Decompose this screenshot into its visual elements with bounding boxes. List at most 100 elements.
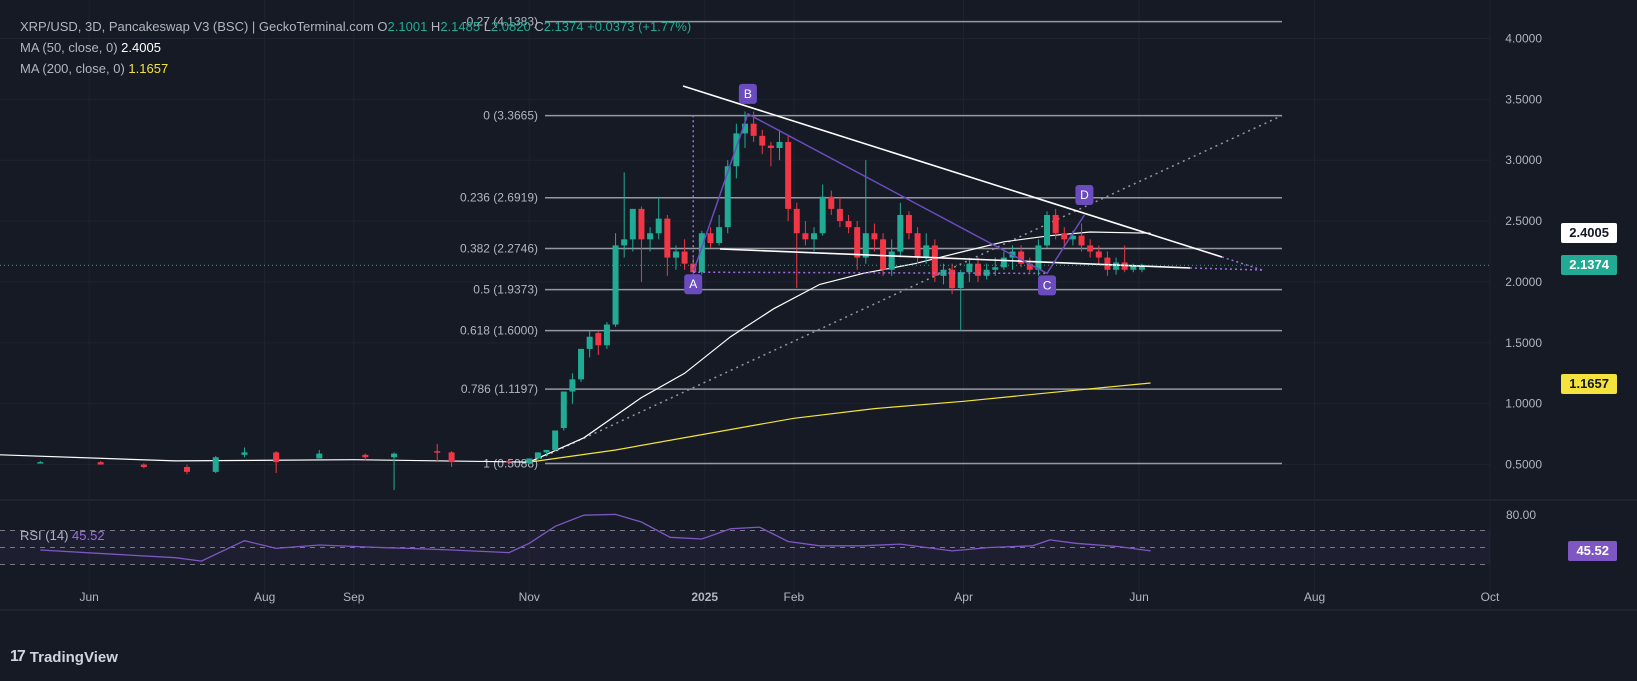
candle-body <box>448 452 455 463</box>
moving-averages <box>0 231 1151 463</box>
candle-body <box>362 454 369 458</box>
candle-body <box>672 251 679 258</box>
candle-body <box>707 233 714 243</box>
fib-retracement: 1 (0.5088) 0.786 (1.1197) 0.618 (1.6000) 0.… <box>460 15 1283 470</box>
last-price-badge: 2.1374 <box>1561 255 1617 276</box>
candle-body <box>1000 257 1007 268</box>
fib-level-label: 0.382 (2.2746) <box>460 242 538 256</box>
candle-body <box>1078 235 1085 246</box>
candle-body <box>552 430 559 450</box>
candle-body <box>1104 257 1111 270</box>
price-tick-label: 1.0000 <box>1505 397 1542 411</box>
candle-body <box>212 457 219 472</box>
candle-body <box>595 333 602 346</box>
candle-body <box>811 233 818 240</box>
candle-body <box>802 233 809 240</box>
high-label: H <box>430 19 441 34</box>
ma50-legend[interactable]: MA (50, close, 0) 2.4005 <box>20 40 161 55</box>
upper-trendline-ext <box>1221 256 1263 271</box>
candle-body <box>506 460 513 463</box>
ma200-legend[interactable]: MA (200, close, 0) 1.1657 <box>20 61 168 76</box>
candle-body <box>923 245 930 258</box>
price-tick-label: 2.0000 <box>1505 275 1542 289</box>
price-tick-label: 2.5000 <box>1505 214 1542 228</box>
time-tick-label: Jun <box>1129 590 1148 604</box>
fib-level-label: 1 (0.5088) <box>483 456 538 470</box>
candle-body <box>1018 251 1025 264</box>
low-label: L <box>483 19 491 34</box>
symbol-title: XRP/USD, 3D, Pancakeswap V3 (BSC) | Geck… <box>20 19 374 34</box>
price-tick-label: 4.0000 <box>1505 31 1542 45</box>
candle-body <box>992 267 999 270</box>
rsi-tick-label: 80.00 <box>1506 508 1536 522</box>
candle-body <box>767 145 774 149</box>
time-tick-label: 2025 <box>691 590 718 604</box>
time-tick-label: Jun <box>79 590 98 604</box>
candle-body <box>880 239 887 270</box>
abcd-ac-dotted <box>693 271 1048 275</box>
open-label: O <box>377 19 388 34</box>
upper-trendline <box>682 85 1223 258</box>
candle-body <box>949 269 956 289</box>
ma200-line <box>529 382 1151 463</box>
abcd-pattern: A B C D <box>0 83 1490 296</box>
ma200-value: 1.1657 <box>128 61 169 76</box>
candle-body <box>1113 262 1120 270</box>
high-value: 2.1485 <box>440 19 481 34</box>
candle-body <box>612 245 619 325</box>
ma50-price-badge: 2.4005 <box>1561 223 1617 244</box>
candle-body <box>905 214 912 234</box>
pattern-point-marker <box>1038 275 1057 296</box>
time-tick-label: Nov <box>519 590 540 604</box>
time-tick-label: Sep <box>343 590 365 604</box>
candle-body <box>664 218 671 258</box>
candle-body <box>586 336 593 349</box>
close-label: C <box>534 19 544 34</box>
candle-body <box>140 464 147 467</box>
rsi-panel <box>0 513 1490 565</box>
low-value: 2.0820 <box>490 19 531 34</box>
candle-body <box>560 391 567 429</box>
candle-body <box>316 453 323 459</box>
candle-body <box>1061 233 1068 240</box>
price-tick-label: 3.5000 <box>1505 92 1542 106</box>
fib-level-label: 0.5 (1.9373) <box>473 283 538 297</box>
candle-body <box>655 218 662 234</box>
candle-body <box>690 263 697 273</box>
candle-body <box>750 123 757 136</box>
tradingview-logo-text: TradingView <box>29 648 118 666</box>
candle-body <box>638 208 645 240</box>
fib-level-label: 0.786 (1.1197) <box>461 382 538 396</box>
candle-body <box>434 451 441 453</box>
candle-body <box>1138 264 1145 270</box>
time-tick-label: Aug <box>254 590 275 604</box>
candle-body <box>37 462 44 464</box>
rsi-line <box>40 513 1151 562</box>
candle-body <box>914 233 921 258</box>
candle-body <box>828 196 835 209</box>
close-value: 2.1374 <box>543 19 584 34</box>
tradingview-logo[interactable]: 17 TradingView <box>10 648 118 666</box>
ma200-price-badge: 1.1657 <box>1561 373 1617 394</box>
candle-body <box>621 239 628 246</box>
pattern-point-label: B <box>744 87 752 101</box>
candle-body <box>716 227 723 243</box>
rsi-legend[interactable]: RSI (14) 45.52 <box>20 528 105 543</box>
candle-body <box>871 233 878 240</box>
candle-body <box>776 141 783 149</box>
candle-body <box>629 208 636 240</box>
time-tick-label: Aug <box>1304 590 1325 604</box>
candle-body <box>819 196 826 234</box>
candle-body <box>888 251 895 270</box>
candle-body <box>983 269 990 276</box>
candle-body <box>647 233 654 240</box>
pattern-point-marker <box>684 274 703 295</box>
candle-body <box>897 214 904 252</box>
fib-level-label: 0.236 (2.6919) <box>460 191 538 205</box>
candle-body <box>957 272 964 289</box>
candle-body <box>1044 214 1051 246</box>
grid <box>0 0 1637 611</box>
candle-body <box>1095 251 1102 258</box>
